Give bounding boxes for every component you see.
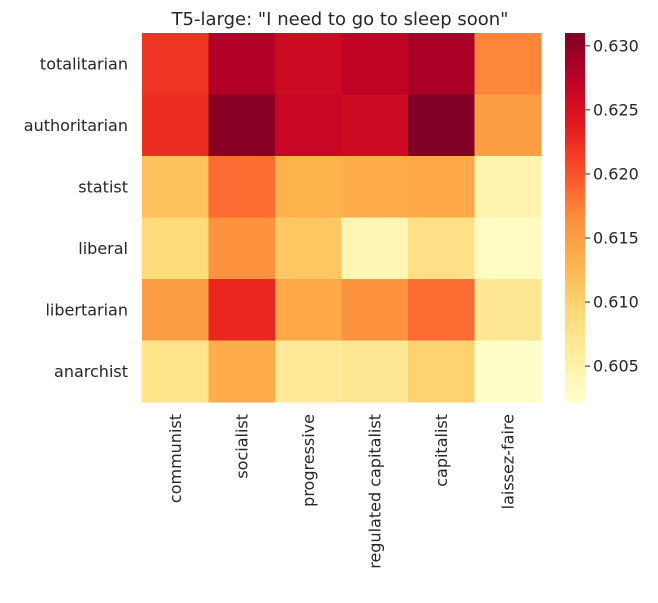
y-tick-label: totalitarian: [40, 54, 128, 73]
heatmap-cell: [208, 279, 276, 341]
y-tick-label: liberal: [78, 239, 128, 258]
heatmap-cell: [408, 279, 475, 341]
heatmap-cell: [142, 340, 209, 403]
x-tick-label: regulated capitalist: [365, 414, 384, 569]
heatmap-cell: [408, 340, 475, 403]
heatmap-cell: [408, 156, 475, 218]
heatmap-cell: [142, 279, 209, 341]
x-tick-labels: communist socialist progressive regulated c…: [166, 414, 518, 569]
x-tick-label: capitalist: [432, 414, 451, 487]
y-tick-label: statist: [78, 177, 128, 196]
x-tick-label: communist: [166, 414, 185, 503]
heatmap-cell: [341, 94, 409, 157]
heatmap-cell: [408, 94, 475, 157]
colorbar-gradient: [565, 33, 585, 402]
heatmap-cell: [208, 94, 276, 157]
colorbar: [565, 33, 585, 402]
colorbar-tick-label: 0.605: [593, 357, 639, 376]
heatmap-cell: [275, 217, 342, 280]
heatmap-cell: [341, 217, 409, 280]
heatmap-cell: [474, 156, 542, 218]
heatmap-cell: [408, 217, 475, 280]
colorbar-tick-labels: 0.605 0.610 0.615 0.620 0.625 0.630: [585, 36, 639, 376]
heatmap-cell: [142, 94, 209, 157]
heatmap-cell: [275, 33, 342, 95]
colorbar-tick-label: 0.620: [593, 164, 639, 183]
heatmap-cell: [142, 33, 209, 95]
x-tick-label: socialist: [232, 414, 251, 479]
heatmap-cell: [208, 340, 276, 403]
heatmap-cell: [142, 217, 209, 280]
x-tick-label: laissez-faire: [498, 414, 517, 509]
heatmap-cell: [275, 94, 342, 157]
heatmap-cell: [341, 33, 409, 95]
heatmap-cell: [275, 279, 342, 341]
heatmap-cell: [474, 94, 542, 157]
heatmap-cells: [142, 33, 542, 403]
heatmap-cell: [474, 279, 542, 341]
heatmap-cell: [208, 217, 276, 280]
heatmap-cell: [341, 156, 409, 218]
heatmap-cell: [142, 156, 209, 218]
heatmap-cell: [474, 217, 542, 280]
y-tick-label: anarchist: [54, 362, 128, 381]
heatmap-cell: [474, 33, 542, 95]
heatmap-cell: [341, 340, 409, 403]
colorbar-tick-label: 0.625: [593, 100, 639, 119]
y-tick-label: authoritarian: [24, 116, 128, 135]
chart-title: T5-large: "I need to go to sleep soon": [171, 9, 509, 30]
colorbar-tick-label: 0.630: [593, 36, 639, 55]
x-tick-label: progressive: [299, 414, 318, 507]
heatmap-cell: [408, 33, 475, 95]
y-tick-label: libertarian: [45, 300, 128, 319]
heatmap-cell: [275, 340, 342, 403]
heatmap-cell: [474, 340, 542, 403]
heatmap-cell: [208, 33, 276, 95]
heatmap-cell: [208, 156, 276, 218]
heatmap-cell: [341, 279, 409, 341]
y-tick-labels: totalitarian authoritarian statist liberal l…: [24, 54, 128, 381]
colorbar-tick-label: 0.615: [593, 229, 639, 248]
heatmap-cell: [275, 156, 342, 218]
colorbar-tick-label: 0.610: [593, 293, 639, 312]
